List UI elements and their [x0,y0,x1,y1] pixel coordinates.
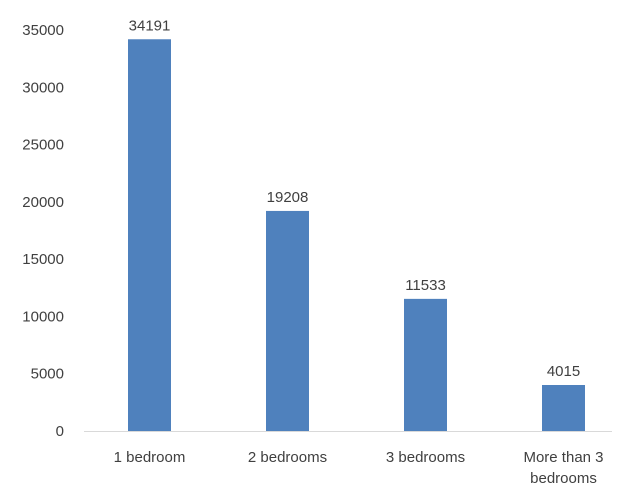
x-tick-label: 3 bedrooms [386,449,465,466]
x-tick-label: 2 bedrooms [248,449,327,466]
x-tick-label: 1 bedroom [114,449,186,466]
bars [128,39,585,431]
data-label: 34191 [129,17,171,34]
y-tick-label: 0 [56,423,64,440]
y-tick-label: 15000 [22,251,64,268]
x-tick-label: bedrooms [530,470,597,486]
y-axis-ticks: 0 5000 10000 15000 20000 25000 30000 35000 [22,22,64,440]
y-tick-label: 35000 [22,22,64,39]
x-axis-category-labels: 1 bedroom 2 bedrooms 3 bedrooms More than 3… [114,449,604,486]
y-tick-label: 20000 [22,194,64,211]
bar [128,39,171,431]
y-tick-label: 30000 [22,79,64,96]
bar [542,384,585,431]
y-tick-label: 25000 [22,137,64,154]
data-label: 11533 [405,277,446,294]
bar [404,298,447,431]
data-labels: 34191 19208 11533 4015 [129,17,581,380]
x-tick-label: More than 3 [523,449,603,466]
bar [266,210,309,431]
y-tick-label: 5000 [31,366,64,383]
data-label: 19208 [267,189,309,206]
y-tick-label: 10000 [22,308,64,325]
data-label: 4015 [547,363,580,380]
